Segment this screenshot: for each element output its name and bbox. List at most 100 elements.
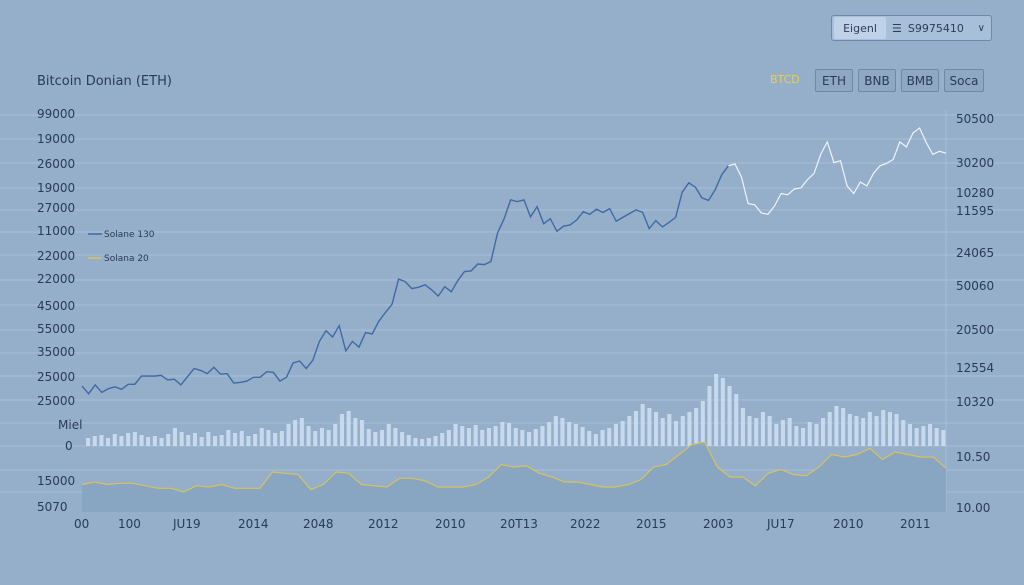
y-tick-label-left: 19000 [37, 132, 75, 146]
volume-bar [928, 424, 933, 446]
volume-bar [881, 410, 886, 446]
volume-bar [306, 426, 311, 446]
volume-bar [627, 416, 632, 446]
volume-bar [580, 427, 585, 446]
volume-bar [126, 433, 131, 446]
y-tick-label-left: 45000 [37, 299, 75, 313]
y-tick-label-right: 10.50 [956, 450, 990, 464]
volume-bar [453, 424, 458, 446]
volume-bar [747, 416, 752, 446]
volume-bar [239, 431, 244, 446]
tab-soca[interactable]: Soca [944, 69, 984, 92]
volume-bar [674, 421, 679, 446]
volume-bar [941, 430, 946, 446]
volume-bar [613, 424, 618, 446]
volume-bar [821, 418, 826, 446]
y-tick-label-right: 20500 [956, 323, 994, 337]
volume-bar [446, 430, 451, 446]
tab-label: ETH [822, 73, 846, 88]
volume-bar [339, 414, 344, 446]
volume-bar [433, 436, 438, 446]
volume-bar [139, 435, 144, 446]
volume-bar [466, 428, 471, 446]
x-tick-label: 00 [74, 517, 89, 531]
balance-value: S9975410 [907, 21, 964, 35]
volume-bar [246, 436, 251, 446]
y-tick-label-left: 0 [65, 439, 73, 453]
volume-bar [86, 438, 91, 446]
volume-bar [440, 433, 445, 446]
volume-bar [714, 374, 719, 446]
y-tick-label-left: 11000 [37, 224, 75, 238]
y-tick-label-left: 22000 [37, 249, 75, 263]
y-tick-label-left: 27000 [37, 201, 75, 215]
volume-bar [460, 426, 465, 446]
volume-bar [486, 428, 491, 446]
y-tick-label-left: 19000 [37, 181, 75, 195]
volume-bar [186, 435, 191, 446]
x-tick-label: 2010 [833, 517, 864, 531]
volume-bar [847, 414, 852, 446]
volume-bar [934, 428, 939, 446]
y-tick-label-left: Miel [58, 418, 82, 432]
x-tick-label: 2014 [238, 517, 269, 531]
volume-bar [132, 432, 137, 446]
volume-bar [493, 426, 498, 446]
volume-bar [827, 412, 832, 446]
y-tick-label-right: 10280 [956, 186, 994, 200]
x-tick-label: 100 [118, 517, 141, 531]
volume-bar [680, 416, 685, 446]
volume-bar [694, 408, 699, 446]
tab-btcd[interactable]: BTCD [770, 73, 800, 86]
volume-bar [921, 426, 926, 446]
y-tick-label-right: 50500 [956, 112, 994, 126]
tab-eth[interactable]: ETH [815, 69, 853, 92]
toggle-button[interactable]: Eigenl [834, 17, 886, 39]
volume-bar [707, 386, 712, 446]
volume-bar [887, 412, 892, 446]
volume-bar [166, 434, 171, 446]
volume-bar [426, 438, 431, 446]
volume-bar [299, 418, 304, 446]
x-tick-label: 2003 [703, 517, 734, 531]
volume-bar [380, 430, 385, 446]
tab-label: BNB [864, 73, 890, 88]
account-selector[interactable]: Eigenl ☰ S9975410 ∨ [831, 15, 992, 41]
chevron-down-icon[interactable]: ∨ [977, 22, 985, 34]
volume-bar [814, 424, 819, 446]
x-tick-label: 2010 [435, 517, 466, 531]
volume-bar [279, 431, 284, 446]
volume-bar [259, 428, 264, 446]
volume-bar [720, 378, 725, 446]
x-tick-label: JU19 [172, 517, 201, 531]
volume-bar [861, 418, 866, 446]
chart-title: Bitcoin Donian (ETH) [37, 74, 172, 89]
volume-bar [780, 420, 785, 446]
volume-bar [152, 436, 157, 446]
y-tick-label-left: 22000 [37, 272, 75, 286]
x-tick-label: 2015 [636, 517, 667, 531]
volume-bar [727, 386, 732, 446]
volume-bar [199, 437, 204, 446]
volume-bar [99, 435, 104, 446]
volume-bar [520, 430, 525, 446]
x-tick-label: 2011 [900, 517, 931, 531]
volume-bar [841, 408, 846, 446]
volume-bar [360, 420, 365, 446]
tab-bnb[interactable]: BNB [858, 69, 896, 92]
volume-bar [700, 401, 705, 446]
y-tick-label-right: 24065 [956, 246, 994, 260]
volume-bar [573, 424, 578, 446]
y-tick-label-right: 10320 [956, 395, 994, 409]
volume-bar [119, 436, 124, 446]
menu-icon[interactable]: ☰ [892, 21, 902, 35]
volume-bar [807, 422, 812, 446]
volume-bar [740, 408, 745, 446]
volume-bar [353, 418, 358, 446]
tab-bmb[interactable]: BMB [901, 69, 939, 92]
volume-bar [420, 439, 425, 446]
volume-bar [567, 422, 572, 446]
volume-bar [406, 435, 411, 446]
tab-label: BMB [906, 73, 934, 88]
